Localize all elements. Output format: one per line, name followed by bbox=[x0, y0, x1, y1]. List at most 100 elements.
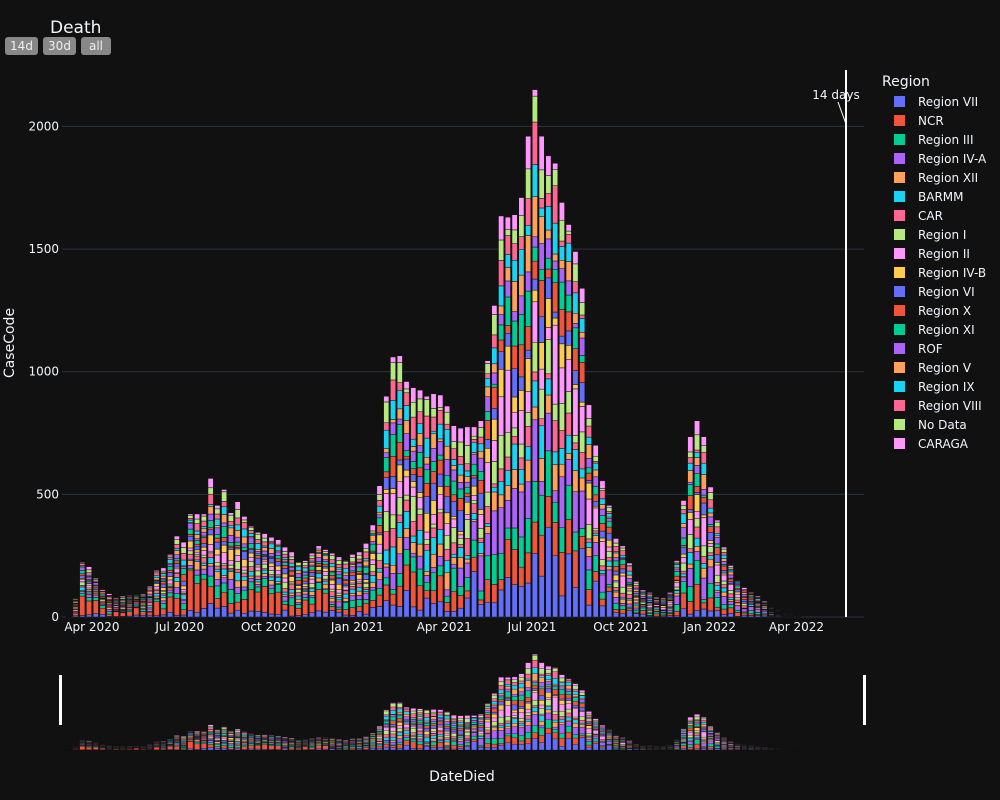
bar-segment[interactable] bbox=[714, 585, 721, 591]
bar-segment[interactable] bbox=[450, 425, 457, 442]
bar-segment[interactable] bbox=[532, 481, 538, 523]
bar-segment[interactable] bbox=[613, 570, 619, 576]
bar-segment[interactable] bbox=[403, 476, 410, 496]
bar-segment[interactable] bbox=[471, 426, 477, 437]
bar-segment[interactable] bbox=[613, 566, 619, 572]
bar-segment[interactable] bbox=[525, 391, 532, 413]
bar-segment[interactable] bbox=[309, 552, 315, 557]
bar-segment[interactable] bbox=[390, 400, 396, 420]
bar-segment[interactable] bbox=[491, 363, 498, 374]
bar-segment[interactable] bbox=[687, 451, 694, 458]
bar-segment[interactable] bbox=[383, 422, 390, 431]
bar-segment[interactable] bbox=[390, 419, 396, 424]
bar-segment[interactable] bbox=[255, 543, 261, 550]
bar-segment[interactable] bbox=[336, 608, 342, 613]
bar-segment[interactable] bbox=[187, 565, 194, 569]
bar-segment[interactable] bbox=[302, 574, 309, 579]
bar-segment[interactable] bbox=[457, 427, 464, 443]
bar-segment[interactable] bbox=[309, 564, 315, 567]
bar-segment[interactable] bbox=[640, 613, 646, 618]
bar-segment[interactable] bbox=[99, 614, 106, 618]
bar-week[interactable] bbox=[572, 251, 579, 618]
bar-segment[interactable] bbox=[491, 491, 498, 512]
bar-segment[interactable] bbox=[187, 560, 194, 566]
bar-segment[interactable] bbox=[430, 500, 437, 515]
bar-week[interactable] bbox=[309, 552, 315, 618]
bar-segment[interactable] bbox=[504, 500, 511, 529]
bar-segment[interactable] bbox=[322, 592, 329, 613]
bar-segment[interactable] bbox=[599, 565, 606, 571]
bar-segment[interactable] bbox=[599, 490, 606, 500]
bar-segment[interactable] bbox=[606, 551, 613, 558]
bar-week[interactable] bbox=[86, 566, 92, 618]
bar-segment[interactable] bbox=[687, 586, 694, 602]
bar-segment[interactable] bbox=[498, 305, 505, 315]
bar-segment[interactable] bbox=[626, 590, 633, 595]
bar-segment[interactable] bbox=[518, 443, 525, 459]
bar-segment[interactable] bbox=[99, 599, 106, 602]
bar-segment[interactable] bbox=[363, 599, 369, 604]
bar-segment[interactable] bbox=[376, 568, 383, 573]
bar-segment[interactable] bbox=[613, 602, 619, 610]
bar-week[interactable] bbox=[207, 478, 214, 618]
bar-segment[interactable] bbox=[761, 610, 768, 614]
bar-week[interactable] bbox=[525, 135, 532, 618]
bar-week[interactable] bbox=[140, 593, 146, 618]
bar-segment[interactable] bbox=[457, 488, 464, 499]
bar-segment[interactable] bbox=[363, 548, 369, 553]
bar-week[interactable] bbox=[626, 562, 633, 618]
bar-segment[interactable] bbox=[410, 571, 417, 608]
bar-segment[interactable] bbox=[309, 591, 315, 596]
bar-segment[interactable] bbox=[464, 562, 471, 578]
bar-segment[interactable] bbox=[450, 516, 457, 520]
bar-segment[interactable] bbox=[498, 313, 505, 326]
bar-segment[interactable] bbox=[579, 382, 586, 403]
bar-segment[interactable] bbox=[410, 496, 417, 522]
bar-segment[interactable] bbox=[444, 486, 450, 497]
bar-segment[interactable] bbox=[680, 523, 687, 528]
bar-segment[interactable] bbox=[680, 608, 687, 618]
bar-segment[interactable] bbox=[450, 494, 457, 502]
bar-segment[interactable] bbox=[268, 537, 275, 542]
bar-segment[interactable] bbox=[221, 506, 228, 515]
bar-segment[interactable] bbox=[586, 556, 592, 571]
bar-week[interactable] bbox=[329, 552, 336, 618]
bar-segment[interactable] bbox=[423, 544, 430, 551]
bar-segment[interactable] bbox=[504, 485, 511, 501]
bar-week[interactable] bbox=[613, 538, 619, 618]
bar-segment[interactable] bbox=[376, 494, 383, 501]
bar-segment[interactable] bbox=[444, 523, 450, 536]
bar-segment[interactable] bbox=[579, 536, 586, 549]
bar-segment[interactable] bbox=[680, 545, 687, 548]
bar-segment[interactable] bbox=[207, 586, 214, 604]
bar-segment[interactable] bbox=[322, 565, 329, 569]
bar-segment[interactable] bbox=[302, 562, 309, 566]
bar-segment[interactable] bbox=[525, 446, 532, 461]
bar-segment[interactable] bbox=[592, 505, 599, 509]
bar-segment[interactable] bbox=[248, 566, 255, 572]
bar-segment[interactable] bbox=[579, 548, 586, 618]
bar-segment[interactable] bbox=[579, 288, 586, 303]
bar-segment[interactable] bbox=[92, 595, 99, 598]
bar-segment[interactable] bbox=[390, 476, 396, 489]
bar-segment[interactable] bbox=[228, 527, 234, 536]
bar-segment[interactable] bbox=[606, 566, 613, 571]
bar-segment[interactable] bbox=[646, 592, 653, 594]
bar-segment[interactable] bbox=[572, 531, 579, 552]
bar-segment[interactable] bbox=[552, 522, 559, 556]
bar-segment[interactable] bbox=[565, 459, 572, 486]
bar-segment[interactable] bbox=[160, 594, 167, 599]
bar-segment[interactable] bbox=[552, 501, 559, 523]
bar-segment[interactable] bbox=[282, 553, 288, 558]
bar-segment[interactable] bbox=[146, 586, 153, 588]
bar-segment[interactable] bbox=[261, 541, 268, 547]
bar-segment[interactable] bbox=[694, 610, 700, 618]
bar-segment[interactable] bbox=[700, 567, 707, 579]
bar-segment[interactable] bbox=[180, 599, 187, 605]
bar-segment[interactable] bbox=[302, 599, 309, 615]
bar-segment[interactable] bbox=[214, 568, 221, 573]
bar-week[interactable] bbox=[606, 505, 613, 618]
bar-segment[interactable] bbox=[275, 565, 282, 571]
bar-segment[interactable] bbox=[173, 563, 180, 568]
